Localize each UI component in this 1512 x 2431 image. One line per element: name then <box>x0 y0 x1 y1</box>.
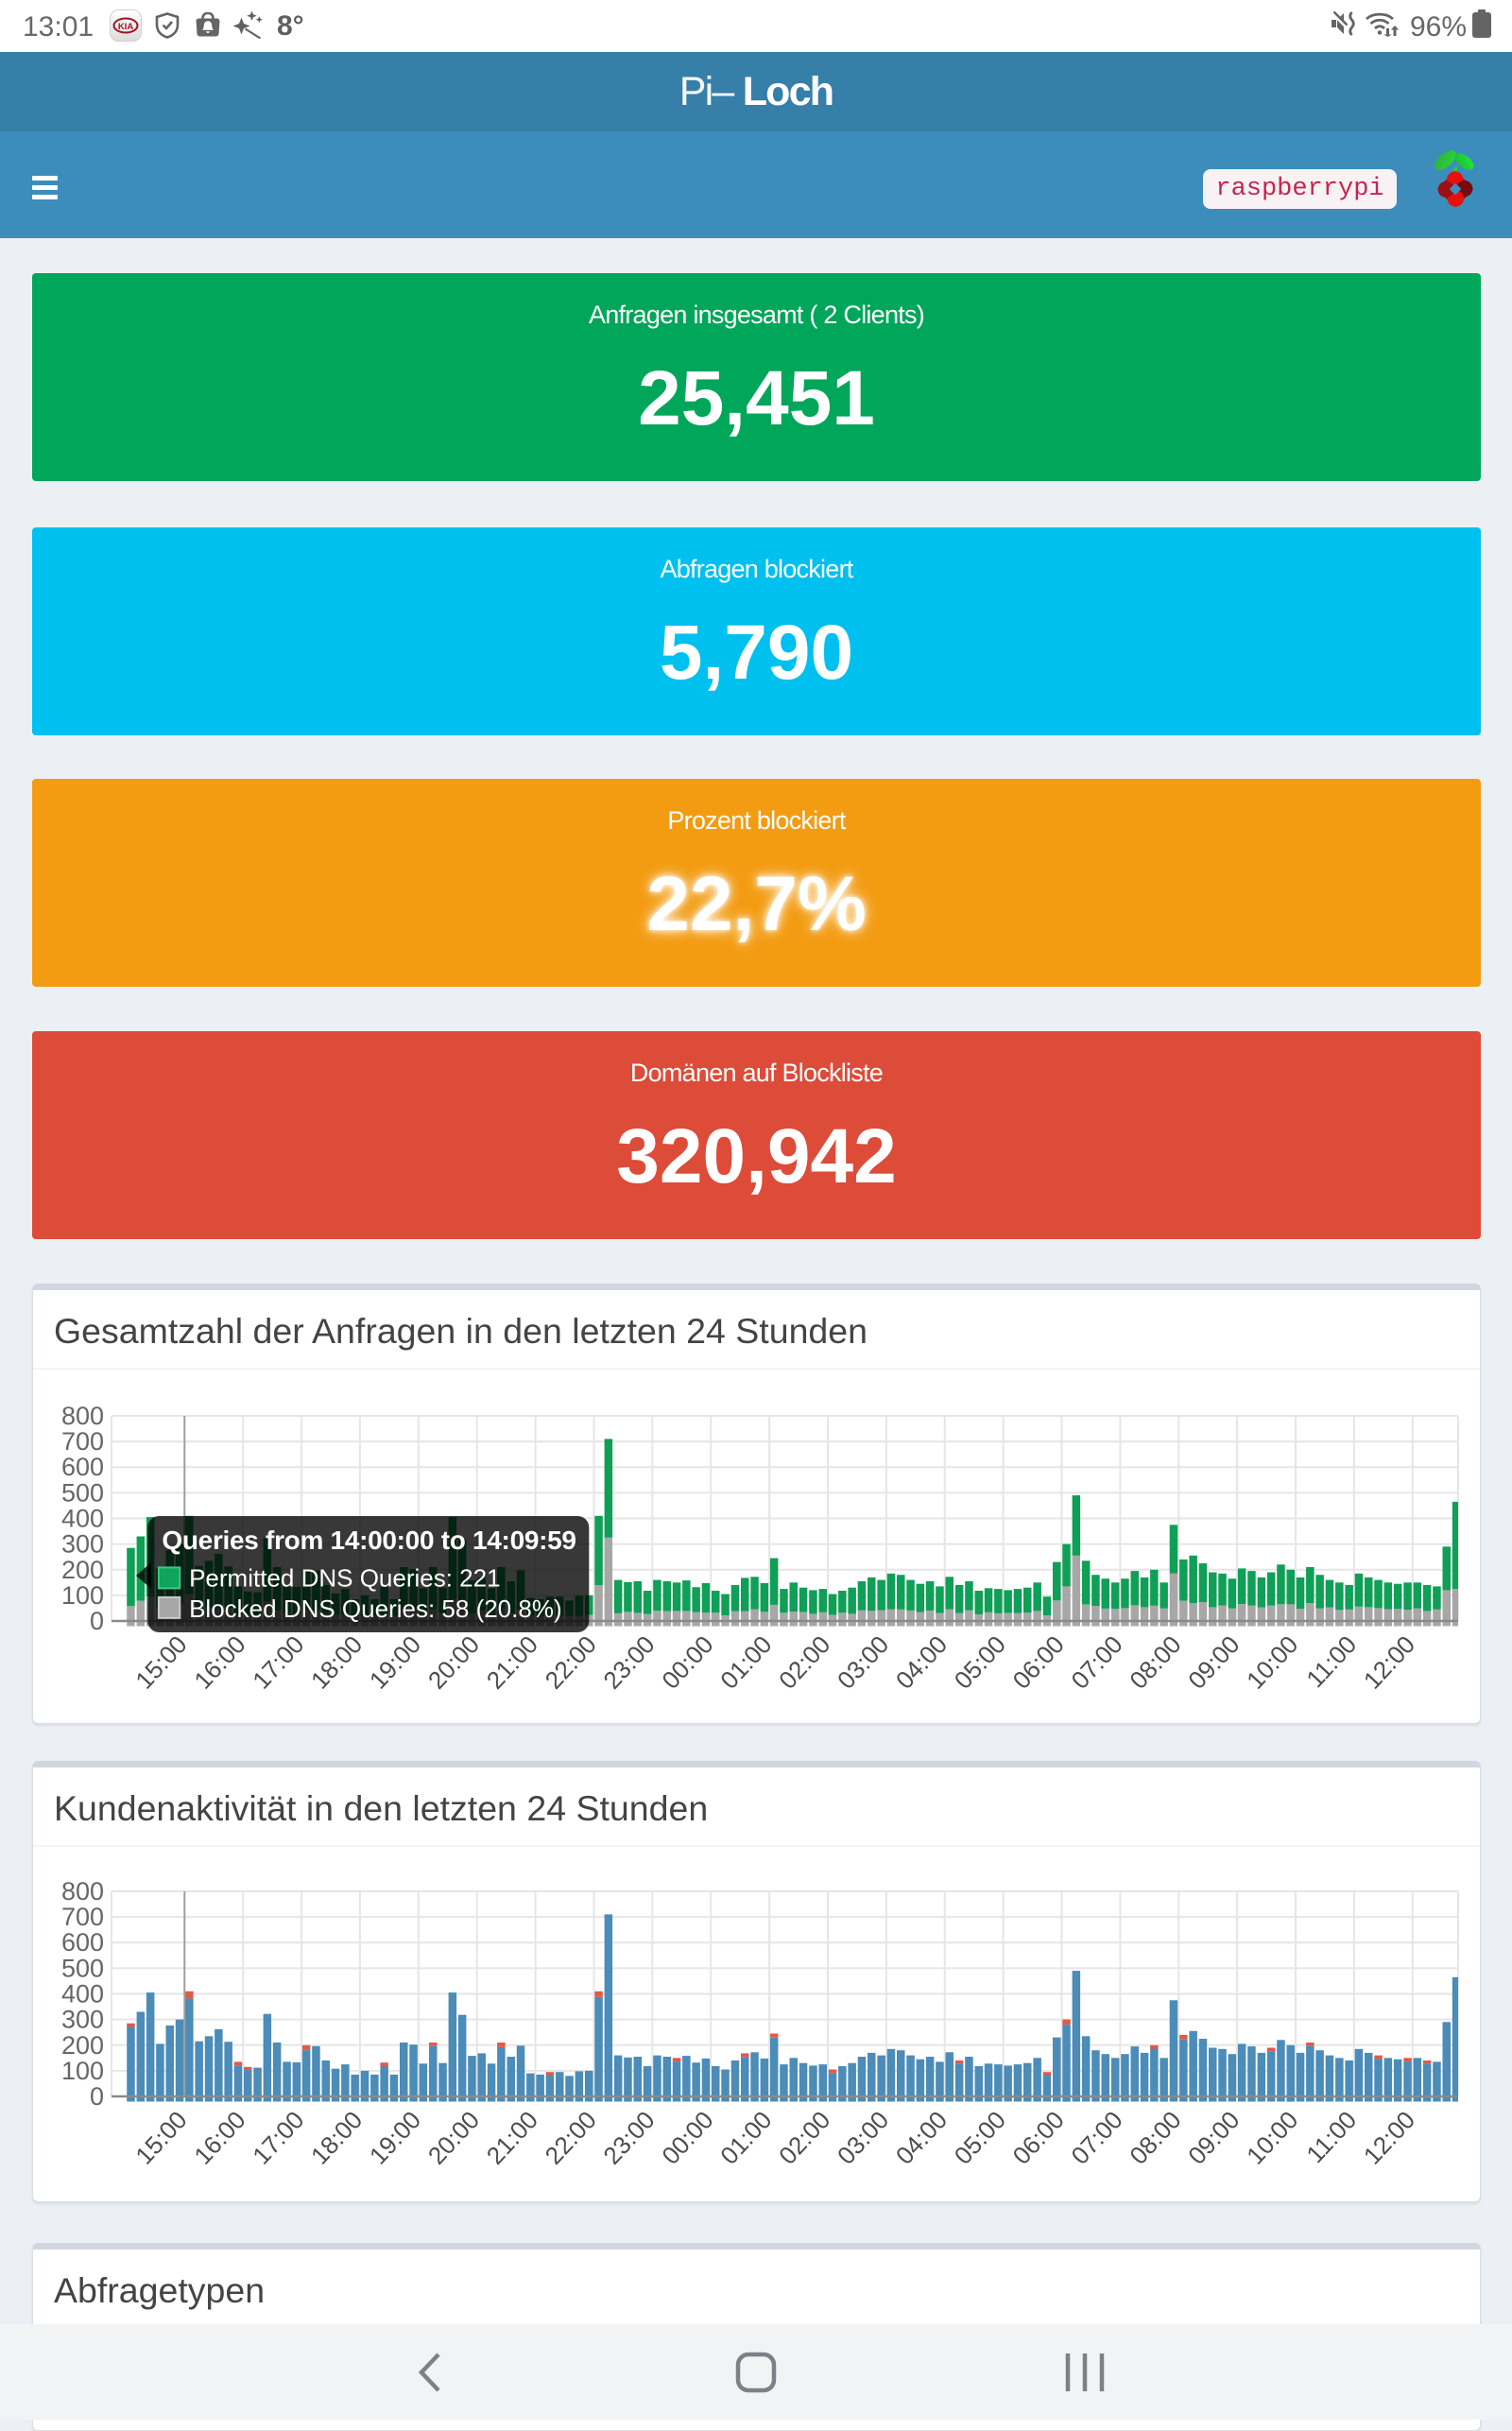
svg-text:01:00: 01:00 <box>714 2106 777 2170</box>
svg-text:200: 200 <box>61 1556 104 1584</box>
svg-text:500: 500 <box>61 1954 104 1982</box>
svg-text:400: 400 <box>61 1505 104 1533</box>
svg-text:17:00: 17:00 <box>247 2106 309 2170</box>
svg-text:20:00: 20:00 <box>422 1630 485 1695</box>
svg-text:800: 800 <box>61 1877 104 1905</box>
svg-text:400: 400 <box>61 1980 104 2009</box>
svg-text:23:00: 23:00 <box>597 1630 660 1695</box>
svg-text:Queries from 14:00:00 to 14:09: Queries from 14:00:00 to 14:09:59 <box>162 1526 576 1555</box>
svg-text:16:00: 16:00 <box>188 2106 250 2170</box>
svg-text:05:00: 05:00 <box>949 1630 1011 1695</box>
svg-text:02:00: 02:00 <box>773 2106 835 2170</box>
svg-text:600: 600 <box>61 1453 104 1481</box>
svg-text:01:00: 01:00 <box>714 1630 777 1695</box>
svg-text:0: 0 <box>90 2082 104 2111</box>
svg-text:19:00: 19:00 <box>364 1630 426 1695</box>
svg-text:09:00: 09:00 <box>1182 2106 1245 2170</box>
svg-text:11:00: 11:00 <box>1300 1630 1362 1694</box>
svg-text:300: 300 <box>61 2006 104 2034</box>
svg-text:19:00: 19:00 <box>364 2106 426 2170</box>
svg-text:300: 300 <box>61 1530 104 1559</box>
svg-text:11:00: 11:00 <box>1300 2106 1362 2169</box>
svg-text:18:00: 18:00 <box>305 2106 368 2170</box>
svg-text:10:00: 10:00 <box>1241 1630 1303 1695</box>
svg-text:00:00: 00:00 <box>656 1630 718 1695</box>
svg-text:16:00: 16:00 <box>188 1630 250 1695</box>
svg-text:06:00: 06:00 <box>1007 1630 1070 1695</box>
svg-text:08:00: 08:00 <box>1124 1630 1186 1695</box>
svg-text:22:00: 22:00 <box>540 1630 602 1695</box>
svg-text:KIA: KIA <box>118 22 134 32</box>
svg-text:07:00: 07:00 <box>1065 2106 1127 2170</box>
svg-text:02:00: 02:00 <box>773 1630 835 1695</box>
svg-text:08:00: 08:00 <box>1124 2106 1186 2170</box>
svg-text:800: 800 <box>61 1402 104 1430</box>
svg-text:00:00: 00:00 <box>656 2106 718 2170</box>
svg-text:07:00: 07:00 <box>1065 1630 1127 1695</box>
svg-text:0: 0 <box>90 1607 104 1635</box>
svg-text:04:00: 04:00 <box>890 2106 953 2170</box>
svg-text:10:00: 10:00 <box>1241 2106 1303 2170</box>
svg-text:100: 100 <box>61 1581 104 1610</box>
svg-text:Blocked DNS Queries: 58 (20.8%: Blocked DNS Queries: 58 (20.8%) <box>189 1595 562 1623</box>
svg-text:21:00: 21:00 <box>481 2106 543 2170</box>
svg-text:700: 700 <box>61 1427 104 1456</box>
svg-text:05:00: 05:00 <box>949 2106 1011 2170</box>
svg-text:22:00: 22:00 <box>540 2106 602 2170</box>
svg-text:21:00: 21:00 <box>481 1630 543 1695</box>
svg-text:Permitted DNS Queries: 221: Permitted DNS Queries: 221 <box>189 1563 500 1592</box>
svg-text:04:00: 04:00 <box>890 1630 953 1695</box>
svg-text:20:00: 20:00 <box>422 2106 485 2170</box>
svg-text:15:00: 15:00 <box>129 1630 192 1695</box>
svg-text:18:00: 18:00 <box>305 1630 368 1695</box>
svg-text:23:00: 23:00 <box>597 2106 660 2170</box>
svg-text:06:00: 06:00 <box>1007 2106 1070 2170</box>
svg-text:600: 600 <box>61 1928 104 1957</box>
svg-text:03:00: 03:00 <box>832 2106 894 2170</box>
svg-text:12:00: 12:00 <box>1358 1630 1420 1695</box>
svg-text:12:00: 12:00 <box>1358 2106 1420 2170</box>
svg-text:700: 700 <box>61 1903 104 1931</box>
svg-text:500: 500 <box>61 1478 104 1507</box>
svg-text:15:00: 15:00 <box>129 2106 192 2170</box>
svg-text:200: 200 <box>61 2031 104 2060</box>
svg-text:09:00: 09:00 <box>1182 1630 1245 1695</box>
svg-text:17:00: 17:00 <box>247 1630 309 1695</box>
svg-text:03:00: 03:00 <box>832 1630 894 1695</box>
svg-text:100: 100 <box>61 2057 104 2085</box>
